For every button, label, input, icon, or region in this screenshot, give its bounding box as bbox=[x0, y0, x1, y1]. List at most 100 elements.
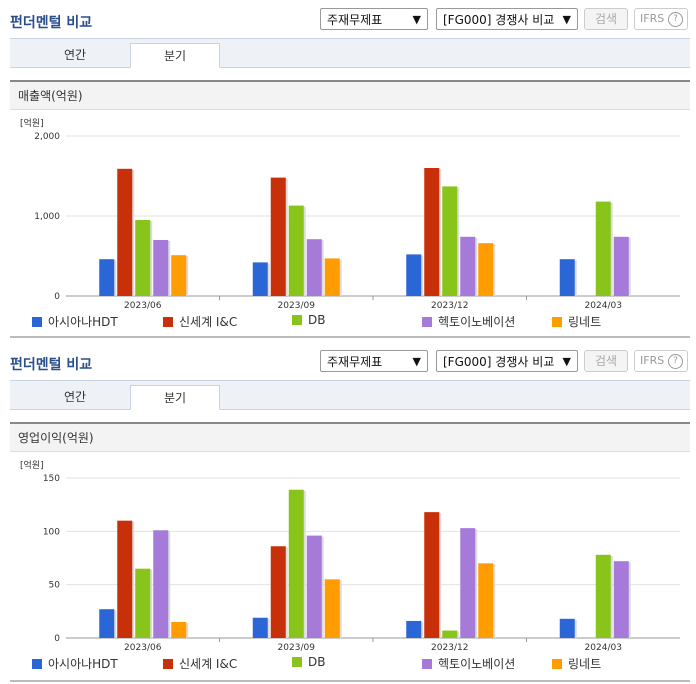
bar bbox=[406, 620, 422, 638]
bar bbox=[99, 609, 115, 638]
bar bbox=[153, 240, 169, 296]
statement-select[interactable]: 주재무제표 ▼ bbox=[320, 350, 428, 372]
legend-label: 신세계 I&C bbox=[179, 657, 238, 671]
statement-select[interactable]: 주재무제표 ▼ bbox=[320, 8, 428, 30]
competitor-select-value: [FG000] 경쟁사 비교 bbox=[443, 13, 555, 27]
x-tick-label: 2023/12 bbox=[431, 301, 468, 311]
statement-select-value: 주재무제표 bbox=[327, 13, 383, 27]
bar bbox=[117, 520, 133, 638]
legend-label: DB bbox=[308, 313, 326, 327]
fundamental-panel-revenue: 펀더멘털 비교 주재무제표 ▼ [FG000] 경쟁사 비교 ▼ 검색 IFRS… bbox=[0, 0, 696, 340]
bar bbox=[478, 563, 494, 638]
bar bbox=[270, 546, 286, 638]
tab-annual[interactable]: 연간 bbox=[63, 48, 87, 62]
bar bbox=[406, 254, 422, 296]
bar bbox=[306, 239, 322, 296]
x-tick-label: 2024/03 bbox=[585, 301, 622, 311]
bar bbox=[613, 236, 629, 296]
legend-item[interactable]: 헥토이노베이션 bbox=[422, 655, 515, 672]
y-unit-label: [억원] bbox=[20, 459, 44, 471]
legend-swatch bbox=[163, 658, 173, 669]
revenue-bar-chart: [억원] 0 1,000 2,000 2023/06 2023/09 2023/12 2024… bbox=[20, 117, 680, 311]
bar bbox=[252, 617, 268, 638]
panel-divider bbox=[10, 680, 690, 682]
legend-item[interactable]: 헥토이노베이션 bbox=[422, 313, 515, 330]
competitor-select[interactable]: [FG000] 경쟁사 비교 ▼ bbox=[436, 350, 578, 372]
ifrs-label: IFRS bbox=[640, 354, 665, 367]
bar bbox=[252, 262, 268, 296]
question-icon: ? bbox=[668, 12, 683, 27]
tab-quarterly[interactable]: 분기 bbox=[130, 385, 220, 410]
y-tick-label: 0 bbox=[54, 292, 60, 302]
period-tabs: 연간 분기 bbox=[10, 380, 690, 410]
tab-quarterly[interactable]: 분기 bbox=[130, 43, 220, 68]
legend-label: 아시아나HDT bbox=[48, 657, 118, 671]
bar bbox=[595, 554, 611, 638]
legend-item[interactable]: DB bbox=[292, 655, 325, 669]
chevron-down-icon: ▼ bbox=[562, 13, 571, 26]
bar bbox=[424, 168, 440, 296]
bar bbox=[595, 201, 611, 296]
search-button[interactable]: 검색 bbox=[584, 350, 628, 372]
y-tick-label: 0 bbox=[54, 634, 60, 644]
x-tick-label: 2024/03 bbox=[585, 643, 622, 653]
y-tick-label: 1,000 bbox=[34, 212, 60, 222]
chart-legend: 아시아나HDT 신세계 I&C DB 헥토이노베이션 링네트 bbox=[10, 655, 690, 671]
legend-label: DB bbox=[308, 655, 326, 669]
bar bbox=[99, 259, 115, 296]
y-tick-label: 50 bbox=[49, 581, 61, 591]
legend-item[interactable]: 링네트 bbox=[552, 655, 601, 672]
legend-item[interactable]: 아시아나HDT bbox=[32, 655, 118, 672]
legend-item[interactable]: 링네트 bbox=[552, 313, 601, 330]
tab-annual[interactable]: 연간 bbox=[63, 390, 87, 404]
bar bbox=[135, 568, 151, 638]
legend-swatch bbox=[422, 658, 432, 669]
legend-label: 아시아나HDT bbox=[48, 315, 118, 329]
bar bbox=[424, 512, 440, 638]
y-unit-label: [억원] bbox=[20, 117, 44, 129]
panel-title: 펀더멘털 비교 bbox=[10, 357, 93, 373]
chevron-down-icon: ▼ bbox=[562, 355, 571, 368]
statement-select-value: 주재무제표 bbox=[327, 355, 383, 369]
section-header: 영업이익(억원) bbox=[10, 422, 690, 452]
x-tick-label: 2023/06 bbox=[124, 643, 162, 653]
legend-swatch bbox=[292, 657, 302, 667]
bar bbox=[559, 259, 575, 296]
chart-legend: 아시아나HDT 신세계 I&C DB 헥토이노베이션 링네트 bbox=[10, 313, 690, 329]
search-button[interactable]: 검색 bbox=[584, 8, 628, 30]
ifrs-help-button[interactable]: IFRS ? bbox=[634, 350, 688, 372]
bar bbox=[135, 220, 151, 296]
bar bbox=[460, 528, 476, 638]
x-tick-label: 2023/09 bbox=[278, 643, 316, 653]
chevron-down-icon: ▼ bbox=[412, 13, 421, 26]
ifrs-help-button[interactable]: IFRS ? bbox=[634, 8, 688, 30]
bar bbox=[270, 177, 286, 296]
legend-item[interactable]: DB bbox=[292, 313, 325, 327]
x-tick-label: 2023/06 bbox=[124, 301, 162, 311]
x-tick-label: 2023/09 bbox=[278, 301, 316, 311]
legend-item[interactable]: 신세계 I&C bbox=[163, 655, 237, 672]
y-tick-label: 2,000 bbox=[34, 132, 60, 142]
bar bbox=[306, 535, 322, 638]
bar bbox=[288, 489, 304, 638]
bar bbox=[559, 618, 575, 638]
legend-label: 링네트 bbox=[568, 315, 602, 329]
section-header: 매출액(억원) bbox=[10, 80, 690, 110]
competitor-select-value: [FG000] 경쟁사 비교 bbox=[443, 355, 555, 369]
bar bbox=[153, 530, 169, 638]
competitor-select[interactable]: [FG000] 경쟁사 비교 ▼ bbox=[436, 8, 578, 30]
legend-item[interactable]: 아시아나HDT bbox=[32, 313, 118, 330]
legend-swatch bbox=[292, 315, 302, 325]
question-icon: ? bbox=[668, 354, 683, 369]
legend-swatch bbox=[422, 316, 432, 327]
panel-title: 펀더멘털 비교 bbox=[10, 15, 93, 31]
legend-swatch bbox=[552, 316, 562, 327]
bar bbox=[171, 622, 187, 638]
bar bbox=[324, 579, 340, 638]
fundamental-panel-operating-profit: 펀더멘털 비교 주재무제표 ▼ [FG000] 경쟁사 비교 ▼ 검색 IFRS… bbox=[0, 342, 696, 684]
y-tick-label: 100 bbox=[43, 527, 60, 537]
bar bbox=[171, 255, 187, 296]
legend-item[interactable]: 신세계 I&C bbox=[163, 313, 237, 330]
legend-label: 링네트 bbox=[568, 657, 602, 671]
bar bbox=[460, 236, 476, 296]
